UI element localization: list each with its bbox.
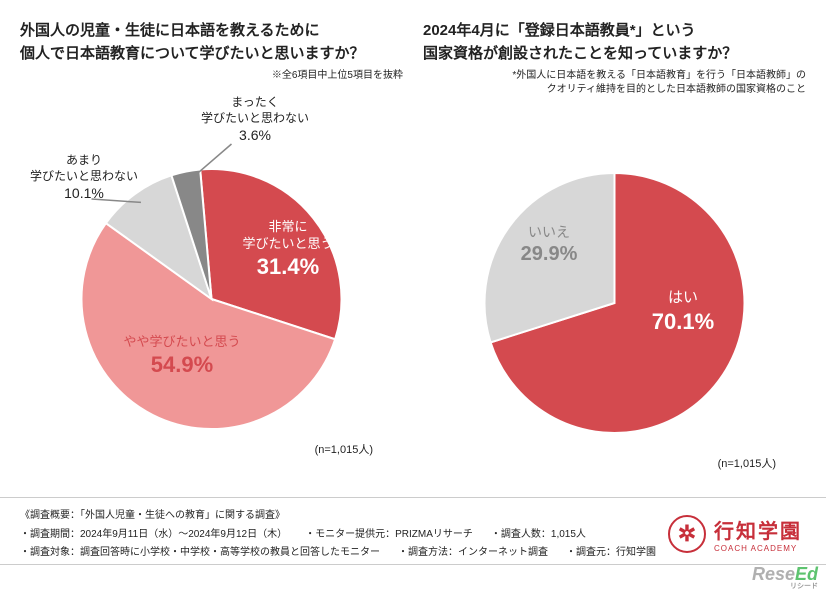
left-title: 外国人の児童・生徒に日本語を教えるために 個人で日本語教育について学びたいと思い… [20,20,403,65]
footer-item-monitor: モニター提供元：PRIZMAリサーチ [305,525,473,540]
left-callout-mattaku: まったく 学びたいと思わない 3.6% [190,95,320,144]
right-panel: 2024年4月に「登録日本語教員*」という 国家資格が創設されたことを知っていま… [413,20,806,473]
footer-item-period: 調査期間：2024年9月11日（水）～2024年9月12日（木） [20,525,287,540]
right-pie-chart [423,103,806,473]
left-callout-amari: あまり 学びたいと思わない 10.1% [24,153,144,202]
right-subtitle: *外国人に日本語を教える「日本語教育」を行う「日本語教師」の クオリティ維持を目… [423,69,806,97]
left-subtitle: ※全6項目中上位5項目を抜粋 [20,69,403,83]
footer-item-by: 調査元：行知学園 [566,543,656,558]
left-chart-area: あまり 学びたいと思わない 10.1% まったく 学びたいと思わない 3.6% … [20,89,403,459]
right-n: (n=1,015人) [718,455,776,471]
left-callout-mattaku-l1: まったく 学びたいと思わない [190,95,320,126]
left-n: (n=1,015人) [315,441,373,457]
right-title-line2: 国家資格が創設されたことを知っていますか？ [423,45,737,62]
watermark: ReseEd リシード [752,564,818,591]
right-subtitle-l2: クオリティ維持を目的とした日本語教師の国家資格のこと [547,84,806,95]
watermark-rese: Rese [752,564,795,584]
right-subtitle-l1: *外国人に日本語を教える「日本語教育」を行う「日本語教師」の [512,70,806,81]
logo-jp: 行知学園 [714,515,802,544]
charts-container: 外国人の児童・生徒に日本語を教えるために 個人で日本語教育について学びたいと思い… [0,0,826,473]
left-panel: 外国人の児童・生徒に日本語を教えるために 個人で日本語教育について学びたいと思い… [20,20,413,473]
left-callout-mattaku-pct: 3.6% [190,126,320,144]
footer-item-count: 調査人数：1,015人 [491,525,586,540]
logo: ✲ 行知学園 COACH ACADEMY [668,515,802,553]
right-chart-area: はい 70.1% いいえ 29.9% (n=1,015人) [423,103,806,473]
left-pie-chart [20,89,403,459]
logo-icon: ✲ [668,515,706,553]
left-callout-amari-l1: あまり 学びたいと思わない [24,153,144,184]
logo-en: COACH ACADEMY [714,544,802,553]
right-title-line1: 2024年4月に「登録日本語教員*」という [423,22,696,39]
footer-item-target: 調査対象：調査回答時に小学校・中学校・高等学校の教員と回答したモニター [20,543,380,558]
left-title-line1: 外国人の児童・生徒に日本語を教えるために [20,22,320,39]
footer-item-method: 調査方法：インターネット調査 [398,543,548,558]
left-title-line2: 個人で日本語教育について学びたいと思いますか？ [20,45,365,62]
right-title: 2024年4月に「登録日本語教員*」という 国家資格が創設されたことを知っていま… [423,20,806,65]
logo-text: 行知学園 COACH ACADEMY [714,515,802,553]
left-callout-amari-pct: 10.1% [24,184,144,202]
